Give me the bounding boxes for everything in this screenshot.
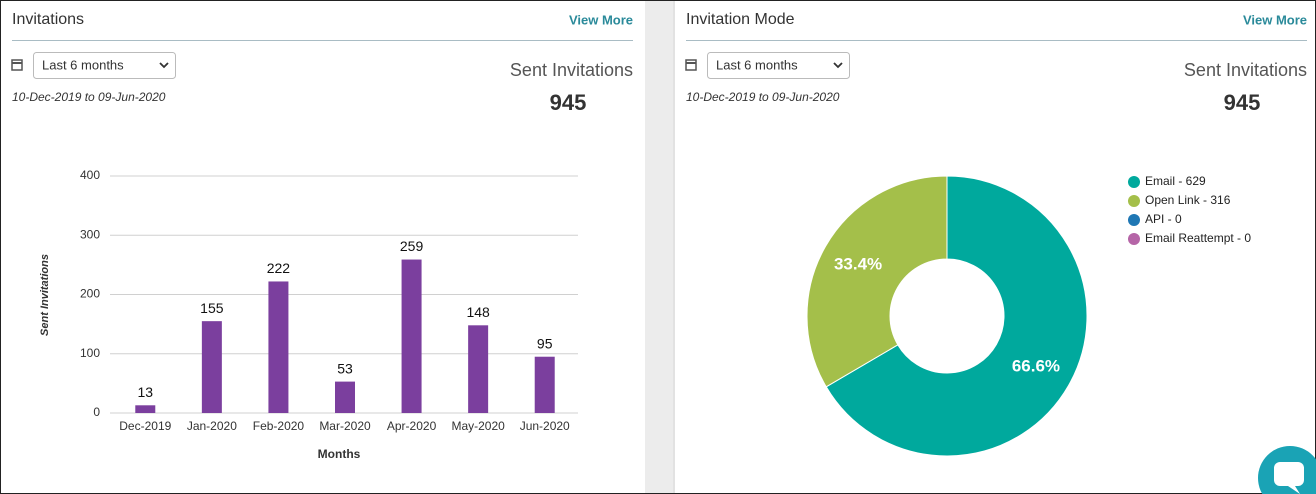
- legend-label[interactable]: Email Reattempt - 0: [1145, 231, 1251, 245]
- x-tick-label: May-2020: [451, 419, 505, 433]
- view-more-link[interactable]: View More: [1243, 12, 1307, 27]
- slice-label: 33.4%: [834, 255, 882, 274]
- chat-bubble[interactable]: [1258, 446, 1316, 494]
- bar-value-label: 148: [466, 304, 490, 320]
- bar: [201, 321, 222, 413]
- panel-gap: [645, 1, 675, 493]
- bar-value-label: 95: [537, 335, 553, 351]
- x-tick-label: Dec-2019: [119, 419, 171, 433]
- select-chevron[interactable]: [159, 62, 169, 69]
- bar: [135, 405, 156, 413]
- x-tick-label: Jun-2020: [520, 419, 570, 433]
- bar: [401, 259, 422, 413]
- y-tick-label: 0: [93, 405, 100, 419]
- select-chevron[interactable]: [833, 62, 843, 69]
- view-more-link[interactable]: View More: [569, 12, 633, 27]
- slice-label: 66.6%: [1012, 356, 1060, 375]
- legend-label[interactable]: Email - 629: [1145, 174, 1206, 188]
- y-tick-label: 100: [80, 346, 100, 360]
- calendar-icon: [11, 59, 23, 71]
- bar-value-label: 222: [267, 260, 291, 276]
- legend-swatch[interactable]: [1128, 176, 1140, 188]
- stat-value: 945: [1224, 90, 1261, 115]
- bar: [534, 356, 555, 413]
- bar: [268, 281, 289, 413]
- y-tick-label: 300: [80, 227, 100, 241]
- stat-value: 945: [550, 90, 587, 115]
- chat-icon-tail[interactable]: [1288, 486, 1300, 494]
- date-range: 10-Dec-2019 to 09-Jun-2020: [12, 90, 166, 104]
- panel-title: Invitation Mode: [686, 11, 795, 28]
- range-select[interactable]: [707, 52, 850, 79]
- stat-label: Sent Invitations: [1184, 60, 1307, 80]
- x-tick-label: Mar-2020: [319, 419, 371, 433]
- bar: [468, 325, 489, 413]
- legend-swatch[interactable]: [1128, 233, 1140, 245]
- y-tick-label: 400: [80, 168, 100, 182]
- donut-slice: [806, 175, 948, 388]
- donut-slice: [825, 175, 1088, 457]
- range-select-value[interactable]: Last 6 months: [716, 57, 798, 72]
- x-tick-label: Apr-2020: [387, 419, 437, 433]
- bar-value-label: 53: [337, 360, 353, 376]
- legend-label[interactable]: API - 0: [1145, 212, 1182, 226]
- y-tick-label: 200: [80, 287, 100, 301]
- bar-value-label: 13: [137, 384, 153, 400]
- x-axis-label: Months: [318, 447, 361, 461]
- bar-value-label: 259: [400, 238, 424, 254]
- y-axis-label: Sent Invitations: [39, 254, 51, 336]
- x-tick-label: Jan-2020: [187, 419, 237, 433]
- date-range: 10-Dec-2019 to 09-Jun-2020: [686, 90, 840, 104]
- panel-title: Invitations: [12, 11, 84, 28]
- x-tick-label: Feb-2020: [253, 419, 305, 433]
- legend-swatch[interactable]: [1128, 195, 1140, 207]
- bar-value-label: 155: [200, 300, 224, 316]
- range-select-value[interactable]: Last 6 months: [42, 57, 124, 72]
- range-select[interactable]: [33, 52, 176, 79]
- legend-swatch[interactable]: [1128, 214, 1140, 226]
- bar: [335, 381, 355, 413]
- calendar-icon: [685, 59, 697, 71]
- chat-icon[interactable]: [1274, 462, 1304, 486]
- legend-label[interactable]: Open Link - 316: [1145, 193, 1231, 207]
- stat-label: Sent Invitations: [510, 60, 633, 80]
